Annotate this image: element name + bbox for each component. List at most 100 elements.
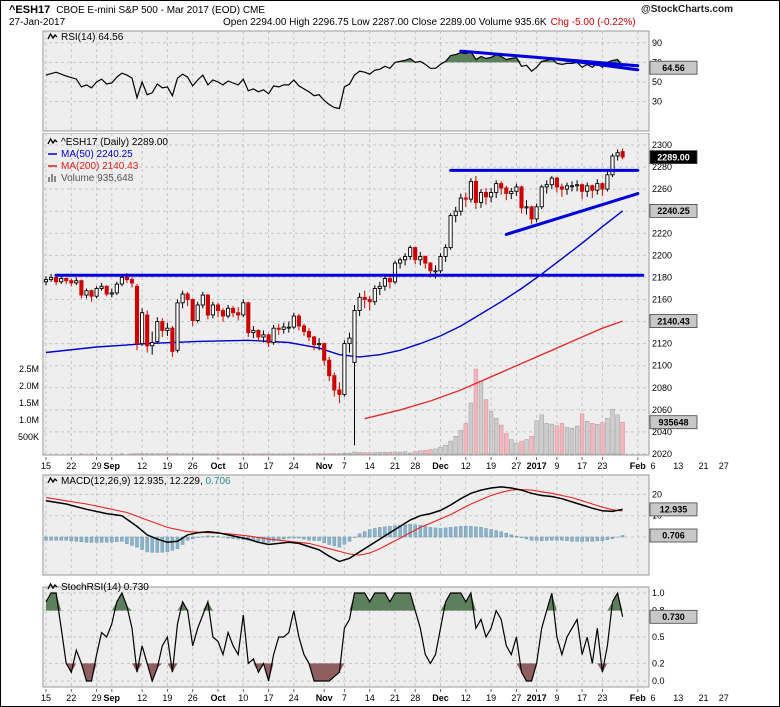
svg-text:2.5M: 2.5M <box>19 364 39 374</box>
svg-text:500K: 500K <box>18 432 39 442</box>
svg-text:6: 6 <box>650 461 655 471</box>
macd-main-line <box>45 486 623 563</box>
svg-text:2260: 2260 <box>652 184 672 194</box>
svg-text:Sep: Sep <box>104 693 121 703</box>
rsi-legend: RSI(14) 64.56 <box>47 32 123 45</box>
svg-text:29: 29 <box>92 461 102 471</box>
legend-volume-label: Volume 935,648 <box>61 173 134 184</box>
svg-text:50: 50 <box>652 77 662 87</box>
macd-legend-values: 12.935, 12.229, <box>133 476 203 487</box>
svg-text:17: 17 <box>264 693 274 703</box>
svg-text:12: 12 <box>461 461 471 471</box>
svg-text:Feb: Feb <box>630 461 647 471</box>
x-tick-marks <box>45 689 639 692</box>
chart-header: ^ESH17 CBOE E-mini S&P 500 - Mar 2017 (EO… <box>9 4 265 16</box>
svg-text:17: 17 <box>577 693 587 703</box>
panel-bg <box>42 30 650 132</box>
svg-text:Nov: Nov <box>316 693 333 703</box>
legend-symbol-label: ^ESH17 (Daily) 2289.00 <box>61 137 168 148</box>
svg-text:2060: 2060 <box>652 405 672 415</box>
legend-symbol-row: ^ESH17 (Daily) 2289.00 <box>47 137 168 149</box>
svg-text:19: 19 <box>162 461 172 471</box>
date-label: 27-Jan-2017 <box>9 17 66 28</box>
x-tick-marks <box>45 457 639 460</box>
ohlc-readout: Open 2294.00 High 2296.75 Low 2287.00 Cl… <box>223 17 636 28</box>
svg-text:0.2: 0.2 <box>652 658 665 668</box>
price-trendlines <box>54 168 645 277</box>
volume-axis-labels: 2.5M 2.0M 1.5M 1.0M 500K <box>18 364 39 442</box>
volume-bars <box>79 368 625 455</box>
svg-text:10: 10 <box>238 461 248 471</box>
svg-text:27: 27 <box>719 693 729 703</box>
change-value: Chg -5.00 (-0.22%) <box>550 17 636 28</box>
svg-text:935648: 935648 <box>658 417 688 427</box>
svg-text:2.0M: 2.0M <box>19 381 39 391</box>
svg-text:15: 15 <box>41 461 51 471</box>
rsi-legend-label: RSI(14) 64.56 <box>61 32 124 43</box>
rsi-trendlines <box>459 49 640 72</box>
svg-text:28: 28 <box>410 461 420 471</box>
svg-text:Dec: Dec <box>432 693 449 703</box>
stochrsi-oversold-fill <box>46 663 623 681</box>
x-tick-labels: 15 22 29 Sep 12 19 26 Oct 10 17 24 Nov 7 14 21 28 Dec 12 1… <box>41 693 729 703</box>
svg-text:27: 27 <box>719 461 729 471</box>
macd-line-icon <box>47 476 58 489</box>
x-axis-top: 15 22 29 Sep 12 19 26 Oct 10 17 24 Nov 7 14 21 28 Dec 12 1… <box>41 457 729 471</box>
svg-text:17: 17 <box>264 461 274 471</box>
svg-text:2100: 2100 <box>652 361 672 371</box>
svg-text:27: 27 <box>511 461 521 471</box>
price-legend: ^ESH17 (Daily) 2289.00 MA(50) 2240.25 MA… <box>47 137 168 185</box>
rsi-overbought-fill <box>46 51 623 63</box>
svg-text:0.0: 0.0 <box>652 676 665 686</box>
stochrsi-legend: StochRSI(14) 0.730 <box>47 582 149 595</box>
svg-text:26: 26 <box>188 461 198 471</box>
price-line-icon <box>47 137 58 150</box>
svg-text:26: 26 <box>188 693 198 703</box>
svg-text:19: 19 <box>486 461 496 471</box>
ma50-line-icon <box>47 149 58 162</box>
rsi-line-icon <box>47 32 58 45</box>
svg-text:7: 7 <box>342 693 347 703</box>
svg-text:30: 30 <box>652 97 662 107</box>
svg-text:0.730: 0.730 <box>662 612 685 622</box>
svg-text:21: 21 <box>390 461 400 471</box>
svg-text:14: 14 <box>365 461 375 471</box>
svg-text:2300: 2300 <box>652 140 672 150</box>
svg-text:29: 29 <box>92 693 102 703</box>
svg-text:10: 10 <box>238 693 248 703</box>
svg-text:64.56: 64.56 <box>662 63 685 73</box>
svg-text:13: 13 <box>673 693 683 703</box>
svg-text:24: 24 <box>289 693 299 703</box>
svg-text:2140.43: 2140.43 <box>657 316 690 326</box>
svg-text:21: 21 <box>698 693 708 703</box>
macd-legend-hist: 0.706 <box>205 476 231 487</box>
ma200-line-icon <box>47 161 58 174</box>
svg-text:2240.25: 2240.25 <box>657 206 690 216</box>
stochrsi-line <box>45 591 624 683</box>
svg-text:13: 13 <box>673 461 683 471</box>
ma200-line <box>364 320 623 420</box>
stochrsi-panel-svg: 1.00.80.50.20.00.730 <box>42 586 698 688</box>
macd-legend-name: MACD(12,26,9) <box>61 476 131 487</box>
svg-text:19: 19 <box>486 693 496 703</box>
svg-text:23: 23 <box>597 693 607 703</box>
svg-text:12: 12 <box>137 461 147 471</box>
svg-text:2160: 2160 <box>652 295 672 305</box>
svg-text:2220: 2220 <box>652 228 672 238</box>
svg-text:2280: 2280 <box>652 162 672 172</box>
svg-text:12.935: 12.935 <box>660 505 688 515</box>
svg-text:1.5M: 1.5M <box>19 398 39 408</box>
svg-text:22: 22 <box>66 693 76 703</box>
svg-text:20: 20 <box>652 489 662 499</box>
svg-text:2017: 2017 <box>527 693 547 703</box>
svg-text:12: 12 <box>461 693 471 703</box>
panel-bg <box>42 474 650 576</box>
svg-text:9: 9 <box>554 461 559 471</box>
svg-text:Nov: Nov <box>316 461 333 471</box>
svg-text:90: 90 <box>652 38 662 48</box>
stochrsi-line-icon <box>47 582 58 595</box>
macd-signal-line <box>45 488 623 556</box>
svg-text:12: 12 <box>137 693 147 703</box>
svg-text:24: 24 <box>289 461 299 471</box>
